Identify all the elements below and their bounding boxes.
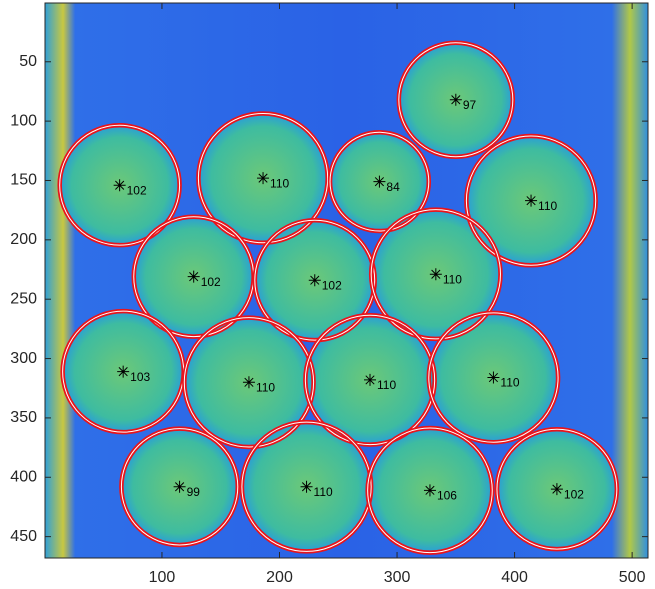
center-marker — [308, 274, 321, 287]
center-marker — [113, 179, 126, 192]
y-tick-label: 450 — [10, 528, 37, 545]
center-marker — [373, 175, 386, 188]
diameter-label: 103 — [130, 370, 150, 384]
center-marker — [525, 194, 538, 207]
center-marker — [487, 371, 500, 384]
diameter-label: 110 — [256, 380, 275, 394]
center-marker — [300, 480, 313, 493]
circle-inner-line — [183, 317, 315, 448]
diameter-label: 106 — [437, 489, 457, 503]
y-tick-label: 400 — [10, 468, 37, 485]
y-tick-label: 300 — [10, 350, 37, 367]
x-tick-label: 100 — [149, 569, 176, 586]
center-marker — [449, 93, 462, 106]
center-marker — [117, 365, 130, 378]
center-marker — [429, 268, 442, 281]
x-tick-label: 300 — [384, 569, 411, 586]
circle-inner-line — [197, 112, 329, 244]
y-tick-label: 250 — [10, 290, 37, 307]
y-tick-label: 50 — [19, 53, 37, 70]
circle-inner-line — [398, 42, 514, 158]
circle-inner-line — [329, 131, 430, 232]
axes-box — [44, 2, 649, 559]
circle-inner-line — [367, 427, 493, 554]
x-tick-label: 400 — [501, 569, 528, 586]
x-tick-label: 200 — [266, 569, 293, 586]
diameter-label: 110 — [443, 272, 462, 286]
diameter-label: 110 — [377, 378, 396, 392]
circle-inner-line — [370, 209, 501, 340]
diameter-label: 102 — [322, 278, 342, 292]
diameter-label: 110 — [500, 376, 519, 390]
circle-inner-line — [120, 428, 239, 546]
y-tick-label: 200 — [10, 231, 37, 248]
circle-inner-line — [254, 219, 376, 341]
circle-inner-line — [241, 421, 372, 552]
diameter-label: 102 — [201, 275, 221, 289]
diameter-label: 97 — [463, 98, 477, 112]
y-tick-label: 350 — [10, 409, 37, 426]
diameter-label: 110 — [314, 485, 333, 499]
circle-inner-line — [304, 314, 436, 446]
center-marker — [257, 172, 270, 185]
center-marker — [550, 483, 563, 496]
diameter-label: 110 — [538, 199, 557, 213]
diameter-label: 102 — [127, 183, 147, 197]
diameter-label: 110 — [270, 176, 289, 190]
y-tick-label: 100 — [10, 112, 37, 129]
diameter-label: 99 — [187, 485, 201, 499]
circle-inner-line — [428, 312, 559, 443]
y-tick-label: 150 — [10, 172, 37, 189]
center-marker — [423, 484, 436, 497]
diameter-label: 102 — [564, 487, 584, 501]
x-tick-label: 500 — [619, 569, 646, 586]
diameter-label: 84 — [386, 180, 400, 194]
circle-inner-line — [465, 135, 597, 266]
center-marker — [242, 376, 255, 389]
center-marker — [173, 480, 186, 493]
circle-inner-line — [496, 428, 618, 550]
center-marker — [187, 270, 200, 283]
center-marker — [364, 373, 377, 386]
circle-inner-line — [59, 124, 181, 246]
